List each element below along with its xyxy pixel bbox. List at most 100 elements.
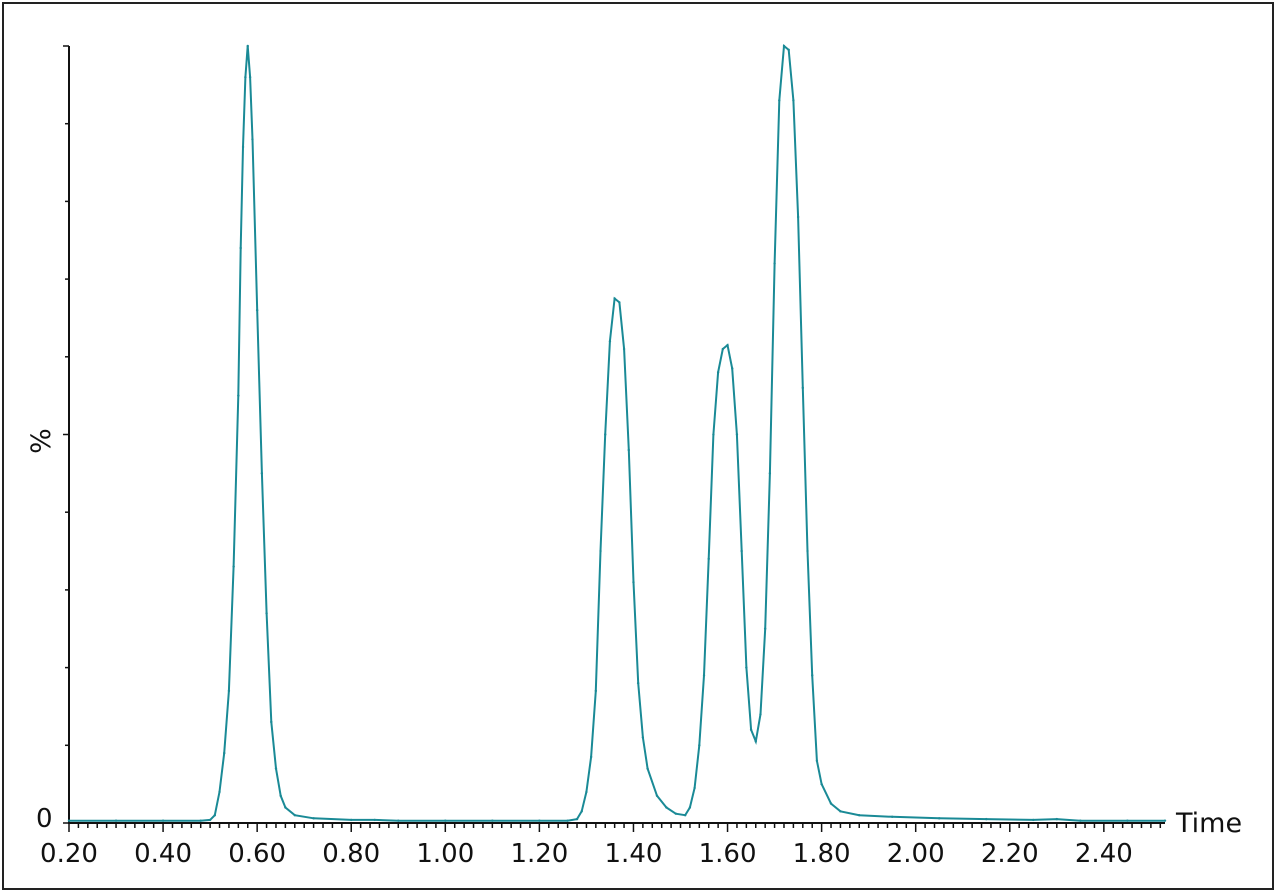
data-point — [745, 666, 748, 669]
data-point — [241, 145, 245, 149]
data-point — [397, 819, 400, 822]
data-point — [246, 44, 249, 48]
data-point — [698, 744, 701, 747]
x-ticks — [68, 823, 1162, 832]
data-point — [839, 810, 842, 813]
data-point — [811, 674, 814, 677]
data-point — [754, 740, 757, 743]
data-point — [716, 371, 720, 374]
data-point — [763, 627, 767, 630]
data-point — [787, 48, 790, 52]
data-point — [749, 728, 753, 731]
data-point — [636, 681, 640, 685]
data-point — [270, 720, 273, 724]
x-tick-label: 2.00 — [887, 839, 945, 869]
data-point — [778, 99, 781, 102]
data-point — [801, 386, 805, 390]
data-point — [594, 689, 598, 693]
data-point — [227, 689, 231, 693]
data-point — [293, 814, 296, 817]
data-point — [239, 246, 242, 250]
data-point — [114, 819, 118, 822]
data-point — [655, 794, 659, 798]
data-point — [279, 794, 282, 798]
data-point — [248, 75, 252, 79]
data-point — [759, 713, 762, 716]
data-point — [768, 472, 772, 475]
data-point — [608, 340, 612, 343]
data-point — [688, 806, 692, 809]
data-point — [829, 802, 833, 805]
data-point — [622, 347, 626, 351]
data-point — [613, 297, 616, 300]
data-point — [265, 612, 268, 615]
data-point — [665, 806, 668, 809]
data-point — [538, 819, 541, 822]
data-point — [707, 557, 710, 561]
y-ticks — [63, 45, 69, 824]
data-point — [1032, 818, 1035, 822]
data-point — [693, 786, 696, 790]
data-point — [444, 819, 447, 822]
data-point — [599, 549, 602, 553]
data-point — [255, 308, 259, 312]
data-point — [726, 343, 729, 347]
x-tick-label: 1.80 — [793, 839, 851, 869]
data-point — [712, 433, 715, 436]
data-point — [373, 818, 376, 822]
data-point — [684, 814, 687, 817]
data-point — [566, 819, 569, 822]
data-point — [858, 814, 861, 817]
data-point — [806, 549, 809, 553]
data-point — [773, 262, 776, 265]
x-tick-label: 1.40 — [605, 839, 663, 869]
x-axis-label: Time — [1175, 808, 1242, 839]
data-point — [232, 565, 235, 568]
data-point — [237, 394, 240, 397]
data-point — [618, 301, 621, 304]
data-point — [632, 580, 635, 584]
data-point — [213, 814, 217, 817]
data-point — [702, 674, 706, 677]
x-tick-label: 2.40 — [1075, 839, 1133, 869]
data-point — [312, 817, 315, 820]
data-point — [641, 736, 645, 739]
data-point — [820, 782, 823, 786]
data-point — [890, 815, 894, 818]
data-point — [585, 790, 588, 794]
y-axis-label: % — [26, 428, 57, 454]
data-point — [796, 215, 800, 219]
y-zero-label: 0 — [36, 804, 53, 834]
data-point — [674, 812, 677, 815]
data-point — [1163, 819, 1167, 822]
data-point — [985, 817, 988, 821]
data-point — [646, 767, 649, 770]
data-point — [792, 99, 795, 102]
axes — [68, 46, 1165, 824]
data-point — [244, 75, 247, 79]
data-point — [274, 767, 278, 770]
data-point — [782, 44, 786, 48]
data-point — [208, 818, 212, 822]
data-point — [735, 433, 739, 436]
data-point — [251, 138, 254, 141]
x-tick-label: 0.80 — [322, 839, 380, 869]
x-tick-label: 1.00 — [416, 839, 474, 869]
data-point — [491, 819, 494, 822]
data-point — [575, 817, 579, 821]
x-tick-label: 1.20 — [510, 839, 568, 869]
x-tick-label: 2.20 — [981, 839, 1039, 869]
data-point — [1079, 819, 1082, 822]
data-point — [218, 790, 221, 794]
data-point — [1126, 819, 1129, 822]
x-tick-label: 0.20 — [40, 839, 98, 869]
data-point — [604, 433, 607, 436]
data-point — [223, 751, 226, 755]
data-point — [161, 819, 165, 822]
data-point — [740, 549, 743, 553]
data-point — [938, 817, 941, 820]
data-point — [67, 819, 71, 822]
series-points — [67, 44, 1167, 822]
